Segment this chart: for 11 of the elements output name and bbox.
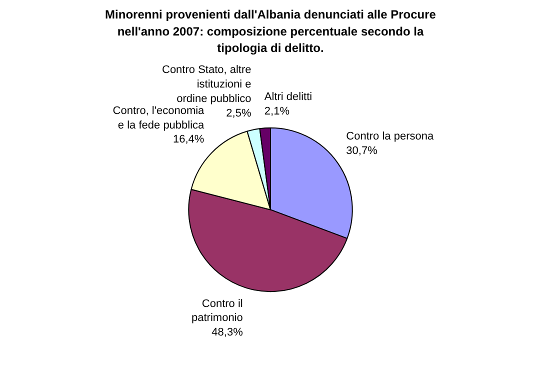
slice-label: Contro il patrimonio <box>192 298 243 324</box>
chart-title: Minorenni provenienti dall'Albania denunciati alle Procure nell'anno 2007: composizione percentuale secondo la tipologia di delitto. <box>105 8 436 56</box>
slice-label: Contro, l'economia e la fede pubblica <box>112 104 206 132</box>
data-label: 2,1% <box>264 106 290 118</box>
data-label: 30,7% <box>346 145 378 158</box>
slice-label: Contro Stato, altre istituzioni e ordine pubblico <box>162 64 252 106</box>
slice-label: Contro la persona <box>346 130 434 143</box>
data-label: 2,5% <box>226 107 252 120</box>
data-label: 48,3% <box>212 326 244 339</box>
data-label: 16,4% <box>172 134 204 146</box>
slice-label: Altri delitti <box>264 91 312 104</box>
